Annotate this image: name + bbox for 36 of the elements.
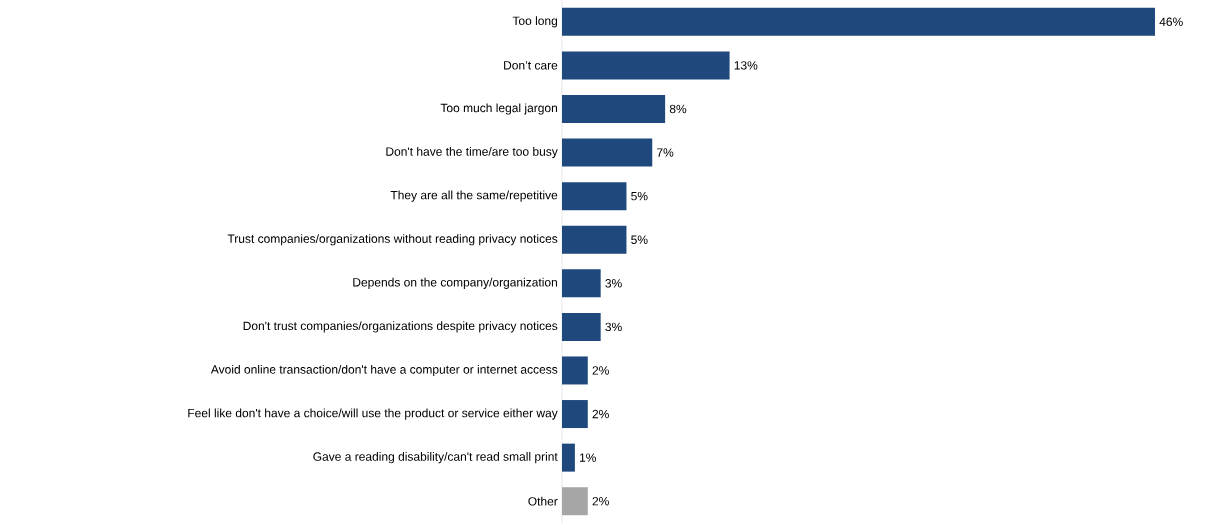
y-tick-label: Trust companies/organizations without reading privacy notices <box>227 234 558 246</box>
data-label: 3% <box>605 322 622 332</box>
data-label: 5% <box>631 235 648 244</box>
y-tick-label: Avoid online transaction/don't have a computer or internet access <box>210 364 558 377</box>
data-label: 46% <box>1159 17 1183 27</box>
bar <box>562 312 601 341</box>
y-tick-label: They are all the same/repetitive <box>390 190 558 202</box>
bar <box>562 94 666 123</box>
bar <box>562 269 601 298</box>
y-tick-label: Gave a reading disability/can't read small print <box>313 452 558 464</box>
data-label: 1% <box>580 453 597 462</box>
bar <box>562 225 627 254</box>
bar <box>562 443 575 472</box>
data-label: 2% <box>592 409 609 419</box>
bar <box>562 7 1156 36</box>
data-label: 2% <box>592 366 609 375</box>
bar <box>562 182 627 211</box>
y-tick-label: Too much legal jargon <box>440 103 557 115</box>
data-label: 2% <box>592 496 609 506</box>
bar <box>562 400 588 429</box>
y-tick-label: Don’t care <box>504 61 558 70</box>
y-tick-label: Feel like don't have a choice/will use the product or service either way <box>188 408 558 420</box>
bar <box>562 138 653 167</box>
data-label: 8% <box>669 104 687 114</box>
y-tick-label: Too long <box>512 16 558 28</box>
data-label: 3% <box>605 279 622 288</box>
y-tick-label: Other <box>528 496 558 506</box>
bar <box>562 487 588 516</box>
y-tick-label: Don't trust companies/organizations despite privacy notices <box>243 321 558 333</box>
y-tick-label: Don't have the time/are too busy <box>386 146 558 159</box>
data-label: 13% <box>734 61 758 70</box>
bar <box>562 356 588 385</box>
y-tick-label: Depends on the company/organization <box>353 277 557 289</box>
data-label: 7% <box>657 148 674 157</box>
bar <box>562 51 730 80</box>
data-label: 5% <box>631 191 648 201</box>
